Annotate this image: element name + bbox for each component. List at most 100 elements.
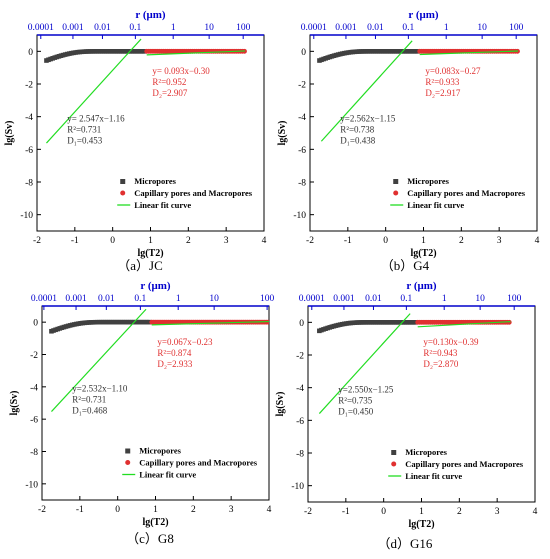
- y-tick-label: -6: [296, 417, 304, 427]
- annotation-micropores: R²=0.735: [338, 396, 373, 406]
- y-tick-label: -4: [296, 384, 304, 394]
- fit-line-capillary: [151, 320, 269, 326]
- y-tick-label: -8: [30, 448, 38, 458]
- x-axis-label: lg(T2): [142, 517, 168, 528]
- top-tick-label: 10: [209, 294, 219, 304]
- x-tick-label: 3: [229, 505, 234, 515]
- annotation-capillary: y=0.130x−0.39: [423, 337, 479, 347]
- legend-micropores-marker: [125, 448, 131, 454]
- chart-panel-1: -2 -1 0 1 2 3 40-2-4-6-8-100.0001 0.001 0.01 0.1 1…: [4, 9, 267, 273]
- x-tick-label: 0: [115, 505, 120, 515]
- x-tick-label: 1: [153, 505, 158, 515]
- annotation-capillary: y=0.083x−0.27: [425, 66, 481, 76]
- top-tick-label: 0.1: [402, 23, 414, 33]
- x-tick-label: 3: [497, 236, 502, 246]
- legend-capillary-label: Capillary pores and Macropores: [407, 188, 526, 198]
- legend-micropores-marker: [393, 179, 399, 184]
- top-tick-label: 0.0001: [31, 294, 57, 304]
- y-axis-label: lg(Sv): [275, 392, 286, 417]
- y-tick-label: -4: [298, 113, 306, 123]
- x-tick-label: -2: [33, 236, 41, 246]
- x-tick-label: -2: [304, 507, 312, 517]
- x-tick-label: 4: [535, 236, 540, 246]
- legend-capillary-label: Capillary pores and Macropores: [139, 458, 258, 468]
- annotation-micropores: D₁=0.450: [338, 407, 373, 417]
- legend-capillary-marker: [391, 461, 397, 467]
- fit-line-capillary: [146, 50, 246, 56]
- fit-line-micropores: [318, 313, 411, 414]
- legend-capillary-marker: [120, 190, 126, 196]
- top-tick-label: 0.0001: [299, 294, 325, 304]
- legend-fit-label: Linear fit curve: [407, 200, 464, 210]
- y-axis-label: lg(Sv): [4, 121, 15, 146]
- top-tick-label: 0.0001: [301, 23, 327, 33]
- legend-micropores-label: Micropores: [405, 447, 447, 457]
- top-tick-label: 100: [509, 23, 524, 33]
- x-tick-label: -2: [38, 505, 46, 515]
- annotation-capillary: y=0.067x−0.23: [157, 337, 213, 347]
- annotation-micropores: D₁=0.438: [340, 136, 375, 146]
- annotation-capillary: D₂=2.917: [425, 88, 460, 98]
- panel-caption: （d）G16: [378, 536, 433, 551]
- fit-line-capillary: [419, 50, 519, 56]
- x-tick-label: 4: [267, 505, 272, 515]
- top-axis-label: r (μm): [408, 9, 438, 21]
- annotation-micropores: y=2.532x−1.10: [72, 384, 128, 394]
- top-tick-label: 0.001: [62, 23, 84, 33]
- legend-micropores-marker: [120, 179, 126, 184]
- y-tick-label: -6: [30, 416, 38, 426]
- panel-caption: （a）JC: [117, 258, 163, 273]
- annotation-micropores: D₁=0.468: [72, 406, 107, 416]
- chart-panel-2: -2 -1 0 1 2 3 40-2-4-6-8-100.0001 0.001 0.01 0.1 1…: [277, 9, 540, 273]
- annotation-micropores: R²=0.731: [67, 125, 101, 135]
- y-tick-label: -10: [20, 211, 33, 221]
- top-tick-label: 0.001: [65, 294, 87, 304]
- legend-capillary-label: Capillary pores and Macropores: [405, 459, 524, 469]
- x-tick-label: 2: [459, 236, 464, 246]
- annotation-capillary: R²=0.952: [152, 77, 186, 87]
- micropore-point: [141, 49, 147, 54]
- y-tick-label: -2: [30, 351, 38, 361]
- x-tick-label: 0: [110, 236, 115, 246]
- y-tick-label: 0: [299, 319, 304, 329]
- x-tick-label: 1: [421, 236, 426, 246]
- x-tick-label: 1: [148, 236, 153, 246]
- y-tick-label: -4: [30, 383, 38, 393]
- x-tick-label: 4: [533, 507, 538, 517]
- top-tick-label: 10: [204, 23, 214, 33]
- legend-capillary-marker: [125, 460, 131, 465]
- top-tick-label: 0.01: [365, 294, 382, 304]
- y-tick-label: -10: [25, 480, 38, 490]
- data-layer: [317, 313, 512, 414]
- annotation-capillary: R²=0.943: [423, 348, 458, 358]
- top-tick-label: 1: [171, 23, 176, 33]
- legend-micropores-marker: [391, 450, 397, 455]
- top-tick-label: 0.01: [98, 294, 115, 304]
- y-tick-label: -2: [298, 81, 306, 91]
- top-tick-label: 1: [176, 294, 181, 304]
- top-tick-label: 10: [477, 23, 487, 33]
- annotation-micropores: D₁=0.453: [67, 136, 102, 146]
- y-tick-label: -6: [25, 146, 33, 156]
- x-tick-label: 2: [191, 505, 196, 515]
- fit-line-micropores: [51, 308, 147, 412]
- y-tick-label: -6: [298, 146, 306, 156]
- legend-micropores-label: Micropores: [407, 176, 449, 186]
- top-tick-label: 0.0001: [28, 23, 54, 33]
- annotation-micropores: R²=0.738: [340, 125, 375, 135]
- legend-fit-label: Linear fit curve: [405, 471, 462, 481]
- x-axis-label: lg(T2): [410, 248, 436, 259]
- annotation-capillary: D₂=2.870: [423, 359, 458, 369]
- legend-capillary-marker: [393, 190, 399, 196]
- legend-micropores-label: Micropores: [139, 446, 181, 456]
- data-layer: [44, 38, 247, 144]
- y-tick-label: -8: [296, 450, 304, 460]
- data-layer: [49, 308, 269, 412]
- top-tick-label: 0.1: [129, 23, 141, 33]
- x-tick-label: -1: [71, 236, 79, 246]
- annotation-micropores: y=2.562x−1.15: [340, 114, 396, 124]
- chart-panel-4: -2 -1 0 1 2 3 40-2-4-6-8-100.0001 0.001 0.01 0.1 1…: [275, 280, 538, 551]
- legend-fit-label: Linear fit curve: [134, 200, 191, 210]
- x-axis-label: lg(T2): [137, 248, 163, 259]
